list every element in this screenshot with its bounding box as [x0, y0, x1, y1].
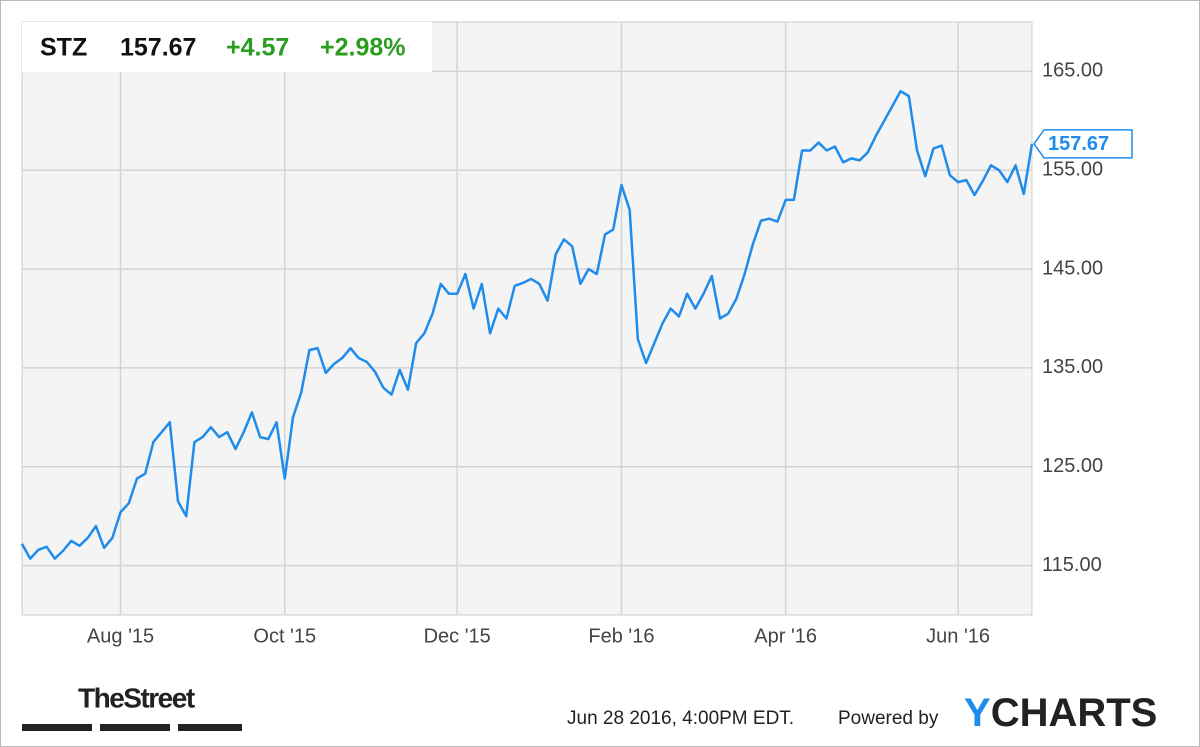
x-tick-label: Oct '15: [253, 625, 316, 647]
x-tick-label: Apr '16: [754, 625, 817, 647]
y-tick-label: 145.00: [1042, 257, 1103, 279]
change: +4.57: [226, 34, 289, 62]
brand-rest: CHARTS: [991, 691, 1158, 735]
last-value-label: 157.67: [1048, 133, 1109, 155]
y-tick-label: 115.00: [1042, 554, 1102, 576]
y-tick-label: 165.00: [1042, 60, 1103, 82]
price-line: [20, 89, 1034, 560]
source-logo: TheStreet: [78, 682, 195, 713]
last-value-callout: [1033, 129, 1133, 159]
y-tick-label: 135.00: [1042, 356, 1103, 378]
y-tick-label: 155.00: [1042, 159, 1103, 181]
x-tick-label: Aug '15: [87, 625, 154, 647]
change-percent: +2.98%: [320, 34, 406, 62]
powered-by: Powered by: [838, 708, 939, 729]
price: 157.67: [120, 34, 196, 62]
x-tick-label: Jun '16: [926, 625, 990, 647]
plot-area: [21, 21, 1033, 616]
brand-logo: YCHARTS: [964, 691, 1157, 735]
timestamp: Jun 28 2016, 4:00PM EDT.: [567, 708, 794, 729]
x-tick-label: Dec '15: [424, 625, 491, 647]
brand-y: Y: [964, 691, 991, 735]
ticker: STZ: [40, 34, 87, 62]
logo-bar: [100, 724, 170, 731]
logo-bar: [22, 724, 92, 731]
axes: 115.00 125.00 135.00 145.00 155.00 165.00 Aug …: [87, 60, 1133, 647]
header-box: [22, 22, 432, 72]
lines: [20, 89, 1034, 560]
logo-bar: [178, 724, 242, 731]
y-tick-label: 125.00: [1042, 455, 1103, 477]
x-tick-label: Feb '16: [588, 625, 654, 647]
